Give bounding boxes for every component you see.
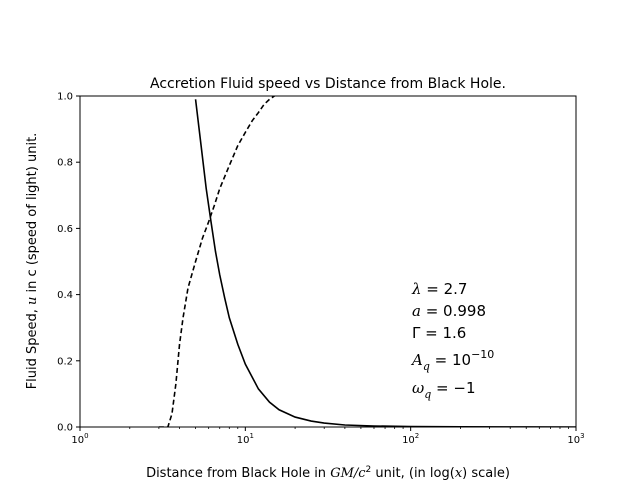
x-axis-ticks: 100 101 102 103 — [71, 427, 585, 446]
x-axis-label-sup: 2 — [366, 465, 372, 475]
series-layer — [158, 96, 576, 427]
annotation-line: Γ = 1.6 — [412, 324, 466, 342]
annotation-line: λ = 2.7 — [411, 280, 467, 298]
y-tick-label: 0.0 — [57, 423, 73, 434]
y-tick-label: 0.6 — [57, 224, 73, 235]
annotation-line: Aq = 10−10 — [410, 348, 494, 373]
y-tick-label: 0.2 — [57, 356, 73, 367]
y-axis-label: Fluid Speed, u in c (speed of light) uni… — [25, 133, 40, 390]
x-axis-label-math: GM/c — [330, 466, 366, 480]
series-line-solid — [194, 99, 576, 427]
annotation-line: a = 0.998 — [412, 302, 486, 320]
y-axis-label-suffix: in c (speed of light) unit. — [25, 133, 40, 297]
x-tick-label: 100 — [71, 432, 88, 446]
x-axis-label-middle: unit, (in log( — [371, 466, 455, 480]
y-tick-label: 0.4 — [57, 290, 73, 301]
series-line-dashed — [158, 96, 275, 427]
x-tick-label: 101 — [237, 432, 254, 446]
plot-area — [79, 95, 577, 428]
x-axis-label-suffix: ) scale) — [462, 466, 510, 480]
x-axis-label-var: x — [455, 466, 463, 480]
chart-title: Accretion Fluid speed vs Distance from B… — [150, 76, 506, 92]
x-tick-label: 102 — [402, 432, 419, 446]
y-tick-label: 0.8 — [57, 158, 73, 169]
axes-frame — [79, 95, 577, 428]
parameter-annotations: λ = 2.7 a = 0.998 Γ = 1.6 Aq = 10−10 ωq = −1 — [410, 280, 494, 401]
y-axis-label-prefix: Fluid Speed, — [25, 305, 40, 389]
y-tick-label: 1.0 — [57, 92, 73, 103]
annotation-line: ωq = −1 — [412, 379, 476, 401]
x-tick-label: 103 — [567, 432, 584, 446]
y-axis-ticks: 0.0 0.2 0.4 0.6 0.8 1.0 — [57, 92, 80, 434]
y-axis-label-var: u — [25, 297, 40, 305]
x-axis-label: Distance from Black Hole in GM/c2 unit, … — [146, 465, 510, 480]
x-axis-label-prefix: Distance from Black Hole in — [146, 466, 330, 480]
